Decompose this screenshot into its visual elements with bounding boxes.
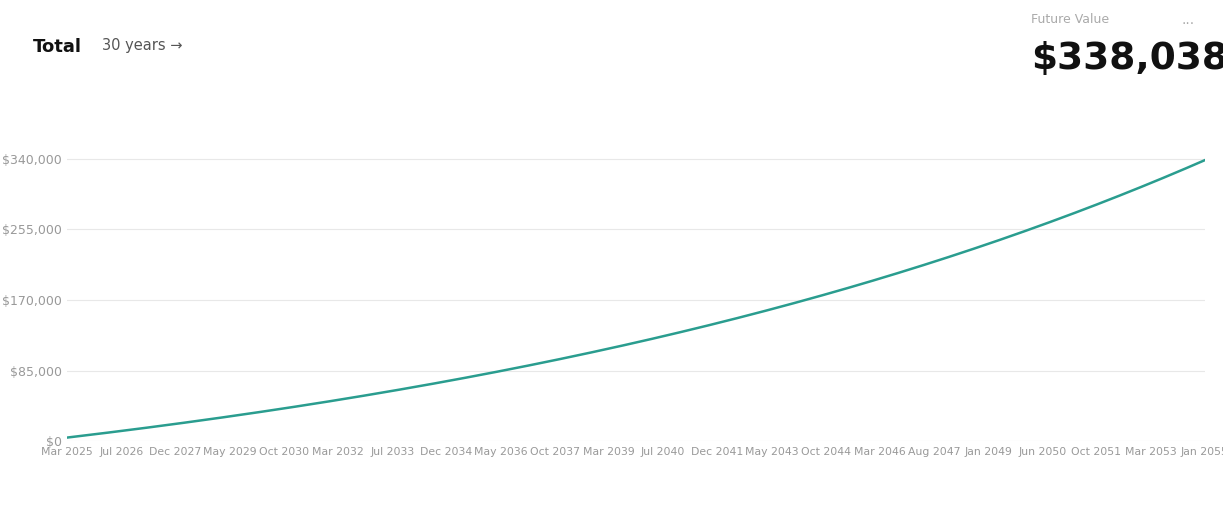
Text: 30 years →: 30 years →	[102, 38, 182, 53]
Text: Total: Total	[33, 38, 82, 56]
Text: ...: ...	[1181, 13, 1195, 27]
Text: $338,038.22: $338,038.22	[1031, 41, 1223, 77]
Text: Future Value: Future Value	[1031, 13, 1109, 26]
